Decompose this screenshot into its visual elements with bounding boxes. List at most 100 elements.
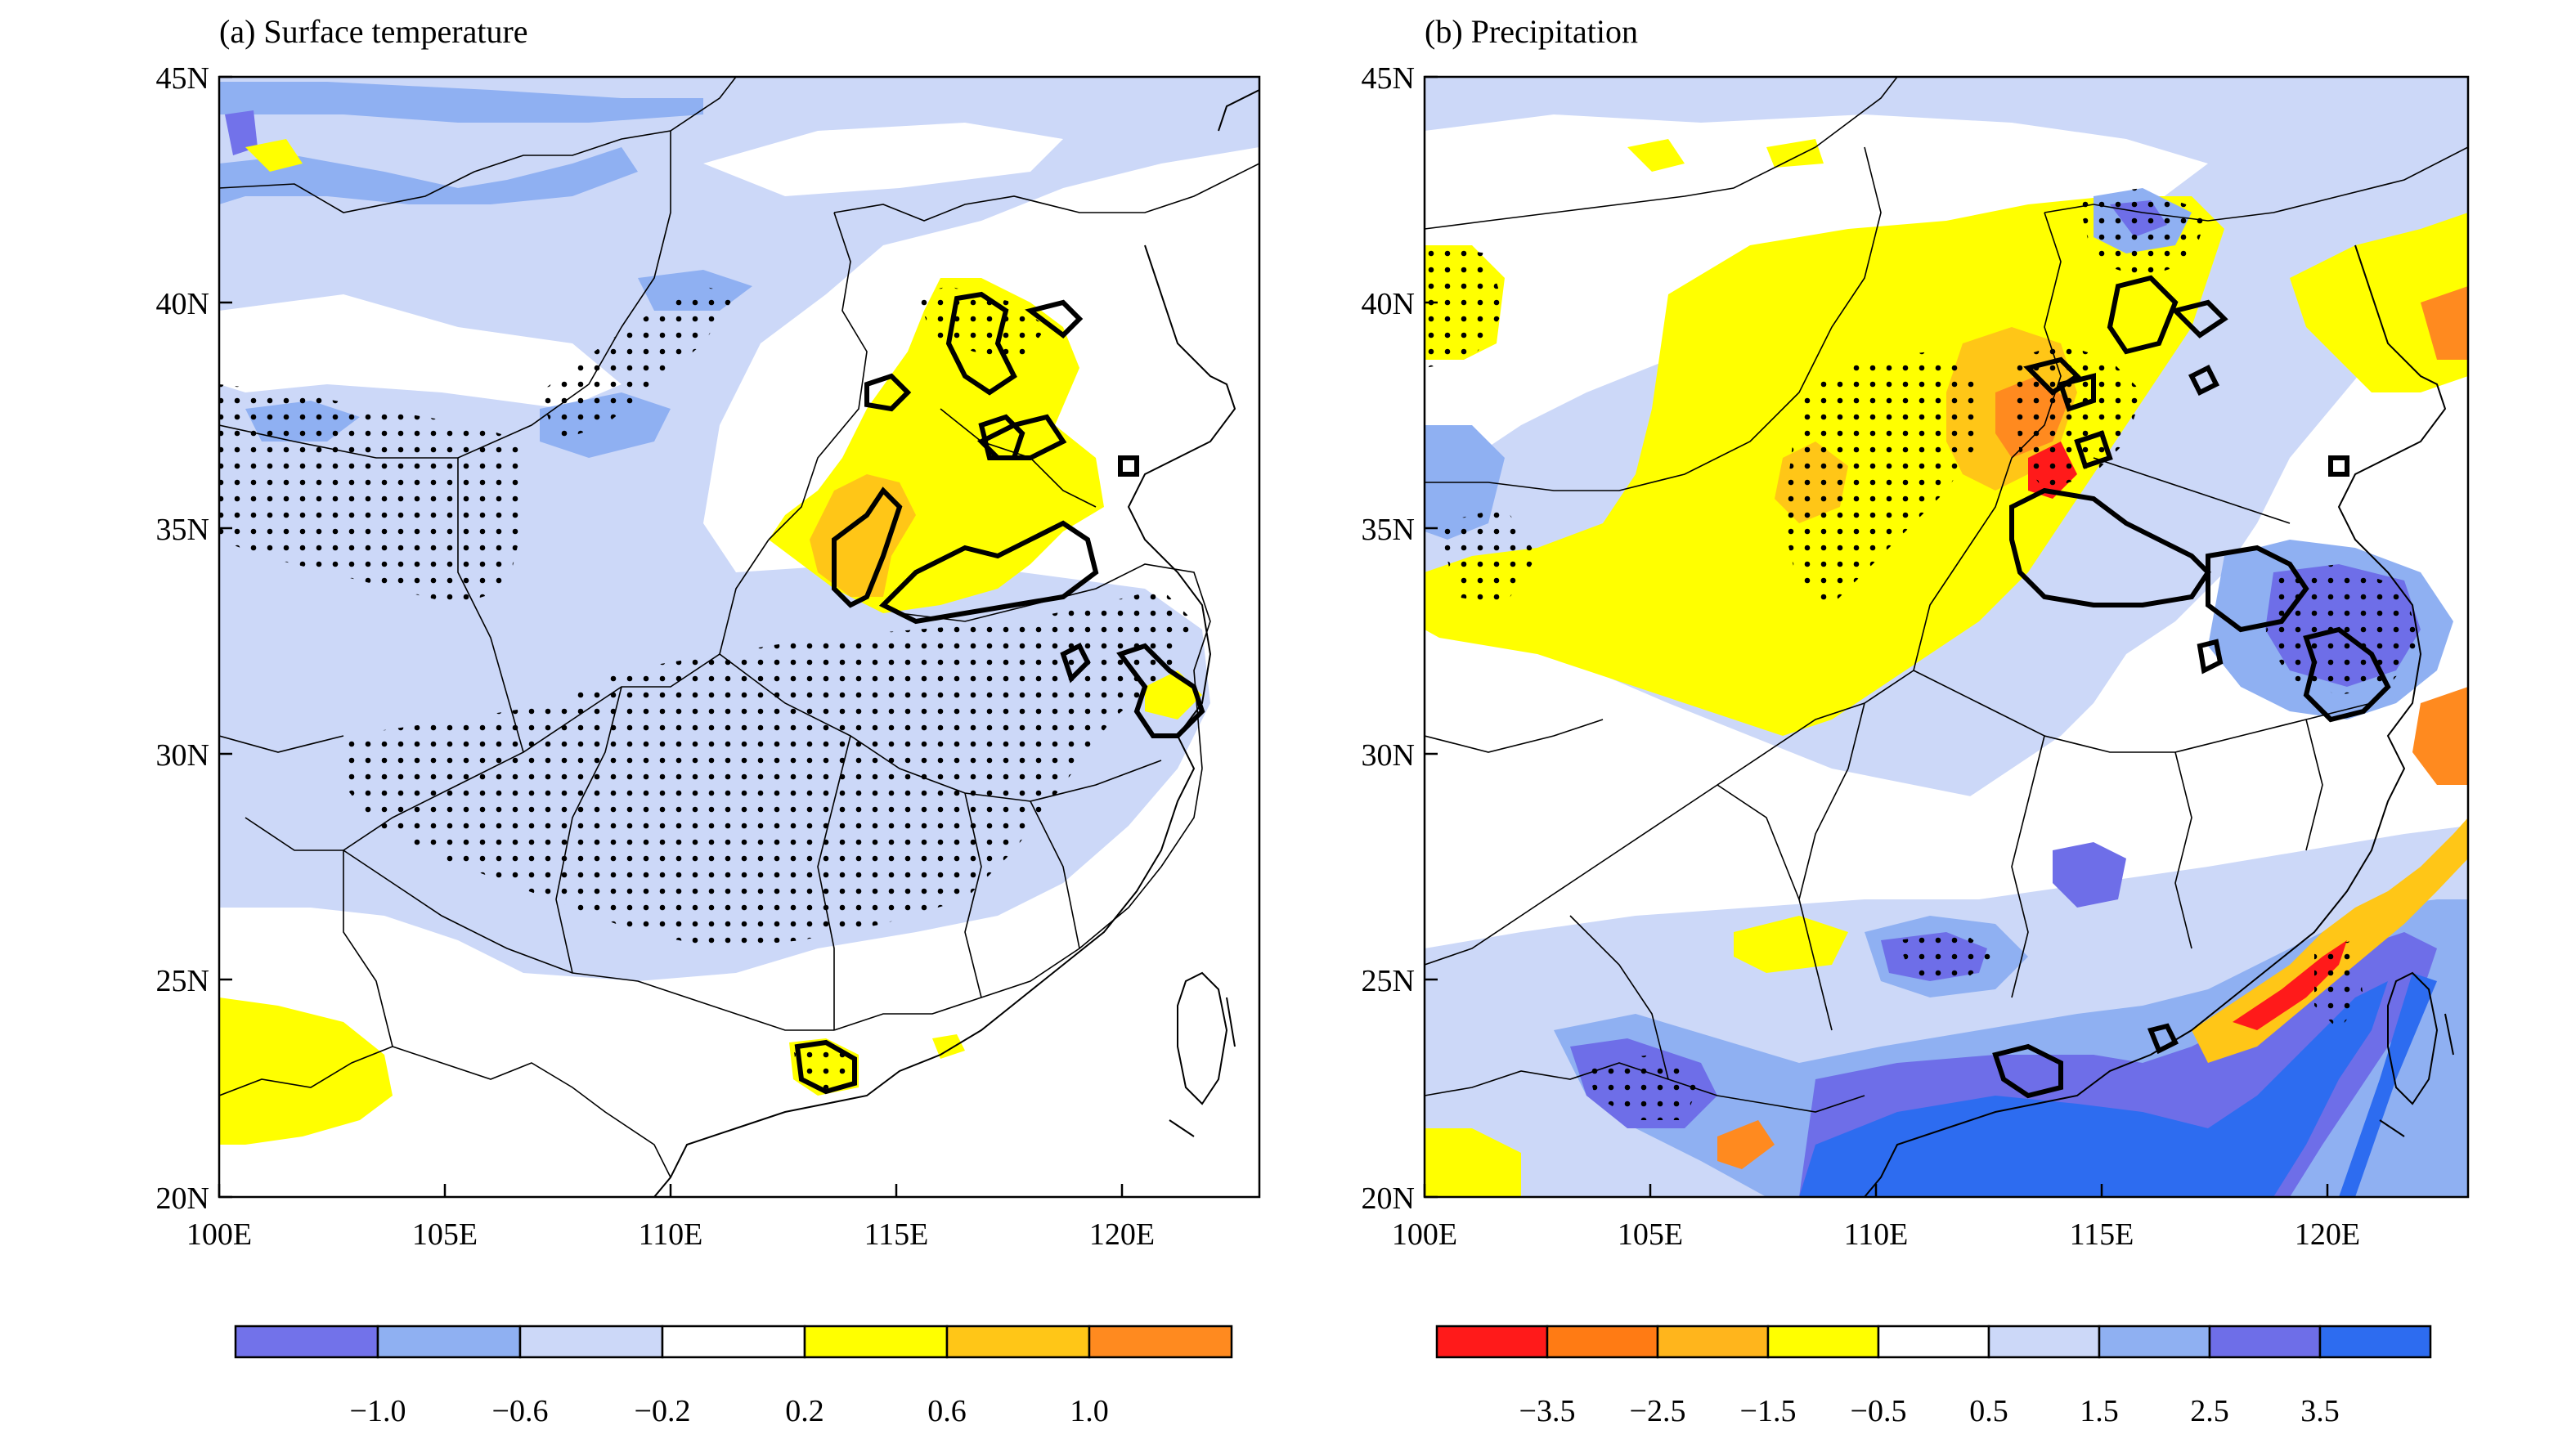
panel-a-neutral-patch bbox=[703, 123, 1063, 196]
taiwan-outline bbox=[1177, 971, 1228, 1105]
panel-b-colorbar-swatch bbox=[2208, 1325, 2322, 1359]
panel-b-dry-band bbox=[1627, 139, 1685, 172]
panel-b-ticks bbox=[1423, 75, 2329, 1199]
panel-b-title: (b) Precipitation bbox=[1425, 13, 1638, 50]
panel-b-colorbar-labels: −3.5 −2.5 −1.5 −0.5 0.5 1.5 2.5 3.5 bbox=[1519, 1394, 2340, 1428]
panel-a-mid-blue-patch bbox=[219, 82, 703, 123]
panel-b-dry-band bbox=[1766, 139, 1824, 168]
panel-a-colorbar: −1.0 −0.6 −0.2 0.2 0.6 1.0 bbox=[234, 1325, 1233, 1428]
panel-b-south-dry bbox=[1425, 1128, 1521, 1197]
panel-b-colorbar-label: 1.5 bbox=[2080, 1394, 2119, 1428]
panel-a-colorbar-labels: −1.0 −0.6 −0.2 0.2 0.6 1.0 bbox=[350, 1394, 1109, 1428]
panel-a-warm-patch-south bbox=[932, 1034, 965, 1059]
panel-a-colorbar-swatch bbox=[518, 1325, 664, 1359]
panel-b-coastal-dry bbox=[2192, 818, 2468, 1063]
panel-b-y-tick: 40N bbox=[1362, 287, 1415, 321]
panel-a-frame bbox=[218, 75, 1261, 1199]
panel-b-stippling bbox=[2077, 188, 2208, 278]
panel-b-coastline bbox=[1864, 244, 2454, 1197]
panel-a-colorbar-swatch bbox=[1088, 1325, 1233, 1359]
panel-b-y-tick: 35N bbox=[1362, 513, 1415, 547]
panel-b-x-tick: 110E bbox=[1844, 1217, 1909, 1252]
panel-b-contours bbox=[1992, 275, 2391, 1099]
panel-a-colorbar-boxes bbox=[234, 1325, 1233, 1359]
panel-a-warm-southwest bbox=[219, 997, 393, 1145]
panel-a-x-tick: 100E bbox=[186, 1217, 252, 1252]
panel-b-colorbar-swatch bbox=[1546, 1325, 1659, 1359]
panel-b-colorbar-boxes bbox=[1435, 1325, 2432, 1359]
panel-b-colorbar-label: 2.5 bbox=[2190, 1394, 2229, 1428]
panel-b: (b) Precipitation bbox=[1362, 13, 2470, 1428]
panel-b-south-dry bbox=[1734, 916, 1848, 973]
panel-a-colorbar-label: 1.0 bbox=[1070, 1394, 1109, 1428]
panel-a-y-tick: 45N bbox=[156, 61, 209, 96]
panel-b-neutral-patch bbox=[1425, 621, 2126, 981]
panel-b-x-tick: 100E bbox=[1392, 1217, 1457, 1252]
panel-b-colorbar-swatch bbox=[2318, 1325, 2432, 1359]
panel-a-x-tick: 105E bbox=[412, 1217, 478, 1252]
panel-b-colorbar: −3.5 −2.5 −1.5 −0.5 0.5 1.5 2.5 3.5 bbox=[1435, 1325, 2432, 1428]
panel-a-colorbar-swatch bbox=[945, 1325, 1091, 1359]
panel-a-x-tick: 115E bbox=[864, 1217, 929, 1252]
panel-a-colorbar-label: −0.2 bbox=[635, 1394, 691, 1428]
panel-b-stippling bbox=[1425, 245, 1505, 368]
panel-b-colorbar-swatch bbox=[1987, 1325, 2101, 1359]
panel-a-stippling bbox=[793, 1047, 859, 1092]
panel-a-coastline bbox=[653, 89, 1259, 1197]
panel-a-colorbar-swatch bbox=[803, 1325, 949, 1359]
panel-b-orange-patch bbox=[2421, 286, 2468, 360]
panel-b-stippling bbox=[1439, 507, 1537, 605]
panel-b-colorbar-label: −0.5 bbox=[1851, 1394, 1907, 1428]
panel-a-title: (a) Surface temperature bbox=[219, 13, 528, 50]
panel-b-colorbar-label: 0.5 bbox=[1969, 1394, 2008, 1428]
panel-b-dry-band bbox=[2290, 213, 2468, 392]
panel-b-x-axis-labels: 100E 105E 110E 115E 120E bbox=[1392, 1217, 2360, 1252]
panel-a-y-tick: 30N bbox=[156, 738, 209, 773]
panel-a-colorbar-swatch bbox=[661, 1325, 806, 1359]
panel-b-colorbar-swatch bbox=[1766, 1325, 1880, 1359]
panel-a-stippling bbox=[540, 286, 736, 442]
panel-b-coastal-orange bbox=[1717, 1120, 1775, 1169]
panel-b-y-tick: 45N bbox=[1362, 61, 1415, 96]
panel-b-stippling bbox=[1897, 932, 1995, 981]
panel-b-stippling bbox=[1586, 1055, 1701, 1120]
panel-a-colorbar-swatch bbox=[376, 1325, 522, 1359]
panel-b-colorbar-label: −2.5 bbox=[1630, 1394, 1686, 1428]
panel-b-colorbar-label: −3.5 bbox=[1519, 1394, 1576, 1428]
panel-a: (a) Surface temperature bbox=[156, 13, 1261, 1428]
panel-b-y-tick: 30N bbox=[1362, 738, 1415, 773]
panel-b-colorbar-swatch bbox=[2098, 1325, 2211, 1359]
panel-b-boundaries bbox=[1425, 77, 2468, 1113]
panel-a-ticks bbox=[218, 75, 1124, 1199]
panel-a-x-tick: 110E bbox=[639, 1217, 703, 1252]
panel-b-coastal-orange bbox=[2412, 687, 2468, 785]
panel-a-stippling bbox=[343, 589, 1194, 948]
panel-a-colorbar-label: −0.6 bbox=[492, 1394, 549, 1428]
panel-a-mid-blue-patch bbox=[219, 147, 638, 204]
panel-a-y-tick: 20N bbox=[156, 1181, 209, 1216]
panel-a-neutral-patch bbox=[219, 294, 622, 409]
panel-a-x-axis-labels: 100E 105E 110E 115E 120E bbox=[186, 1217, 1155, 1252]
panel-a-colorbar-label: 0.6 bbox=[927, 1394, 967, 1428]
panel-b-x-tick: 115E bbox=[2070, 1217, 2134, 1252]
panel-b-south-dark-blue bbox=[2053, 842, 2126, 908]
panel-a-y-axis-labels: 45N 40N 35N 30N 25N 20N bbox=[156, 61, 209, 1216]
panel-b-frame bbox=[1423, 75, 2470, 1199]
panel-b-y-tick: 20N bbox=[1362, 1181, 1415, 1216]
taiwan-outline bbox=[2387, 971, 2439, 1105]
panel-b-south-deep-blue bbox=[2339, 973, 2437, 1197]
panel-a-colorbar-swatch bbox=[234, 1325, 379, 1359]
panel-a-x-tick: 120E bbox=[1089, 1217, 1155, 1252]
panel-a-colorbar-label: −1.0 bbox=[350, 1394, 406, 1428]
panel-a-y-tick: 35N bbox=[156, 513, 209, 547]
panel-a-contours bbox=[794, 291, 1205, 1095]
panel-a-y-tick: 40N bbox=[156, 287, 209, 321]
panel-b-colorbar-swatch bbox=[1656, 1325, 1770, 1359]
panel-b-south-deep-blue bbox=[1799, 981, 2388, 1197]
panel-a-map bbox=[219, 77, 1259, 1197]
panel-a-y-tick: 25N bbox=[156, 964, 209, 998]
panel-b-x-tick: 120E bbox=[2295, 1217, 2360, 1252]
panel-a-warm-patch bbox=[245, 139, 303, 172]
panel-b-stippling bbox=[2314, 940, 2363, 1030]
